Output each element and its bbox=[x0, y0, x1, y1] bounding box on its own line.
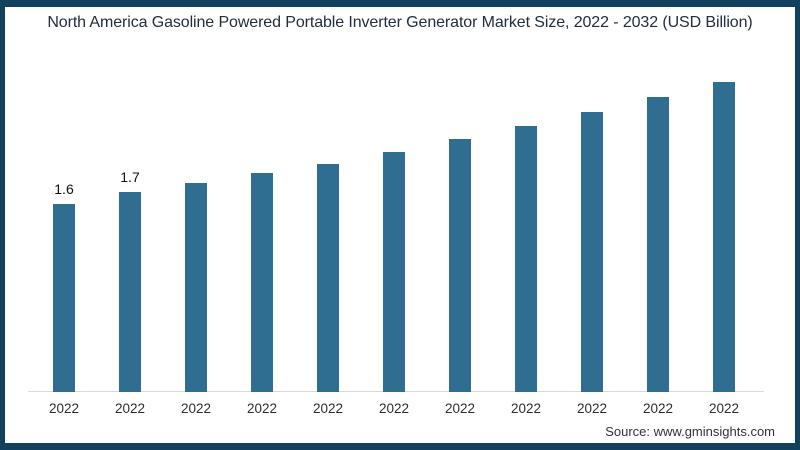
x-tick-label: 2022 bbox=[312, 401, 344, 416]
source-credit: Source: www.gminsights.com bbox=[605, 424, 775, 439]
x-tick-label: 2022 bbox=[246, 401, 278, 416]
bar bbox=[713, 82, 735, 392]
x-tick-label: 2022 bbox=[510, 401, 542, 416]
bar bbox=[251, 173, 273, 392]
x-tick-label: 2022 bbox=[444, 401, 476, 416]
bar bbox=[317, 164, 339, 392]
x-tick-label: 2022 bbox=[48, 401, 80, 416]
bar bbox=[647, 97, 669, 392]
x-tick-label: 2022 bbox=[576, 401, 608, 416]
bar bbox=[449, 139, 471, 392]
bar-data-label: 1.7 bbox=[120, 169, 140, 185]
bar bbox=[515, 126, 537, 392]
chart-title: North America Gasoline Powered Portable … bbox=[47, 14, 753, 31]
bar bbox=[581, 112, 603, 392]
x-tick-label: 2022 bbox=[708, 401, 740, 416]
x-tick-label: 2022 bbox=[642, 401, 674, 416]
bar-data-label: 1.6 bbox=[54, 181, 74, 197]
x-tick-label: 2022 bbox=[180, 401, 212, 416]
bar bbox=[53, 204, 75, 392]
bar bbox=[383, 152, 405, 392]
bar bbox=[185, 183, 207, 392]
x-tick-label: 2022 bbox=[378, 401, 410, 416]
bar bbox=[119, 192, 141, 392]
x-tick-label: 2022 bbox=[114, 401, 146, 416]
